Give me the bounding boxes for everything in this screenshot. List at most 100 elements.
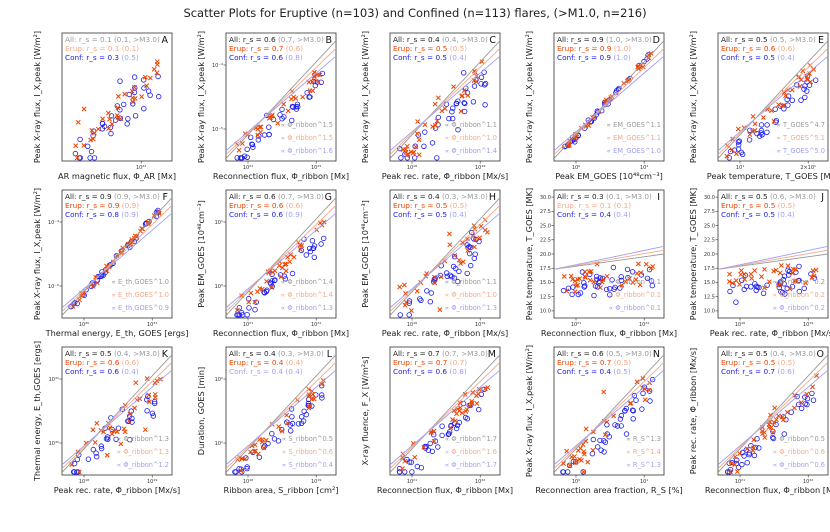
erup-point bbox=[646, 387, 652, 393]
conf-point bbox=[597, 437, 603, 444]
conf-point bbox=[412, 155, 418, 161]
conf-point bbox=[738, 149, 744, 156]
erup-point bbox=[451, 84, 457, 90]
panel-K: ∝ Φ̇_ribbon^1.3 ∝ Φ̇_ribbon^1.3 ∝ Φ̇_ribbo… bbox=[32, 341, 180, 495]
x-axis-label: AR magnetic flux, Φ_AR [Mx] bbox=[58, 171, 176, 181]
fit-label: ∝ EM_GOES^1.1 bbox=[606, 121, 661, 129]
conf-point bbox=[398, 155, 404, 161]
conf-point bbox=[113, 436, 119, 442]
panel-M: ∝ Φ_ribbon^1.7 ∝ Φ_ribbon^1.6 ∝ Φ_ribbon^1… bbox=[360, 346, 513, 495]
conf-point bbox=[454, 422, 461, 428]
erup-point bbox=[634, 379, 640, 385]
erup-point bbox=[752, 127, 758, 133]
conf-point bbox=[802, 94, 808, 101]
conf-point bbox=[610, 264, 617, 271]
fit-line bbox=[62, 212, 172, 309]
stat-label: All: r_s = 0.1 (0.1, >M3.0) bbox=[65, 35, 160, 44]
erup-point bbox=[321, 219, 327, 225]
erup-point bbox=[137, 396, 143, 402]
erup-point bbox=[442, 106, 448, 111]
erup-point bbox=[432, 122, 438, 128]
x-tick-label: 10³⁰ bbox=[79, 322, 89, 328]
erup-point bbox=[452, 253, 458, 258]
conf-point bbox=[310, 245, 316, 251]
erup-point bbox=[306, 392, 312, 397]
conf-point bbox=[305, 400, 312, 407]
stat-label: Erup: r_s = 0.5 (0.5) bbox=[393, 201, 467, 210]
erup-point bbox=[761, 429, 767, 435]
conf-point bbox=[311, 254, 317, 260]
stat-label: All: r_s = 0.7 (0.7, >M3.0) bbox=[393, 349, 488, 358]
fit-label: ∝ R_S^1.3 bbox=[626, 435, 661, 443]
erup-point bbox=[778, 263, 784, 268]
erup-point bbox=[766, 422, 772, 428]
erup-point bbox=[76, 469, 82, 475]
conf-point bbox=[746, 137, 753, 143]
conf-point bbox=[275, 438, 282, 444]
y-tick-label: 10⁻⁵ bbox=[212, 127, 223, 133]
panel-H: ∝ Φ̇_ribbon^1.1 ∝ Φ̇_ribbon^1.0 ∝ Φ̇_ribbo… bbox=[360, 189, 508, 338]
fit-line bbox=[718, 245, 828, 270]
x-tick-label: 10²¹ bbox=[243, 322, 253, 328]
conf-point bbox=[476, 406, 482, 413]
conf-point bbox=[241, 153, 248, 159]
y-axis-label: X-ray fluence, F_X [W/m²s] bbox=[360, 356, 370, 465]
x-tick-label: 10¹⁹ bbox=[311, 479, 321, 485]
erup-point bbox=[578, 458, 584, 463]
conf-point bbox=[271, 277, 278, 284]
y-tick-label: 30.0 bbox=[540, 195, 551, 201]
erup-point bbox=[805, 77, 811, 83]
conf-point bbox=[471, 255, 477, 262]
erup-point bbox=[257, 286, 263, 292]
erup-point bbox=[447, 242, 453, 248]
fit-label: ∝ Φ_ribbon^1.4 bbox=[281, 291, 333, 299]
y-tick-label: 27.5 bbox=[704, 209, 715, 215]
erup-point bbox=[416, 137, 422, 143]
erup-point bbox=[601, 389, 607, 395]
erup-point bbox=[473, 393, 479, 399]
erup-point bbox=[744, 446, 750, 452]
conf-point bbox=[279, 106, 285, 113]
y-tick-label: 22.5 bbox=[704, 238, 715, 244]
y-tick-label: 15.0 bbox=[704, 280, 715, 286]
erup-point bbox=[813, 267, 819, 273]
conf-point bbox=[569, 291, 575, 298]
stat-label: Conf: r_s = 0.5 (0.4) bbox=[393, 210, 467, 219]
conf-point bbox=[796, 401, 802, 408]
stat-label: Erup: r_s = 0.4 (0.4) bbox=[229, 358, 303, 367]
conf-point bbox=[117, 78, 123, 84]
stat-label: Conf: r_s = 0.5 (0.4) bbox=[393, 53, 467, 62]
conf-point bbox=[804, 396, 811, 402]
conf-point bbox=[117, 107, 123, 113]
conf-point bbox=[631, 392, 638, 399]
fit-line bbox=[718, 362, 828, 469]
conf-point bbox=[236, 466, 242, 472]
conf-point bbox=[244, 154, 250, 160]
conf-point bbox=[113, 253, 120, 259]
fit-label: ∝ T_GOES^5.0 bbox=[776, 147, 825, 155]
erup-point bbox=[90, 427, 96, 433]
fit-label: ∝ Φ_ribbon^0.5 bbox=[773, 435, 825, 443]
conf-point bbox=[462, 100, 468, 107]
conf-point bbox=[303, 411, 310, 418]
erup-point bbox=[412, 454, 418, 460]
erup-point bbox=[107, 425, 113, 431]
conf-point bbox=[117, 115, 123, 121]
erup-point bbox=[458, 261, 464, 266]
erup-point bbox=[457, 400, 463, 406]
fit-label: ∝ E_th,GOES^1.0 bbox=[111, 291, 169, 299]
erup-point bbox=[734, 469, 740, 475]
conf-point bbox=[581, 284, 587, 290]
erup-point bbox=[452, 418, 458, 424]
conf-point bbox=[408, 459, 414, 465]
conf-point bbox=[573, 459, 579, 465]
erup-point bbox=[597, 285, 603, 291]
y-axis-label: Peak X-ray flux, I_X,peak [W/m²] bbox=[32, 188, 42, 320]
conf-point bbox=[304, 89, 310, 96]
panel-letter: A bbox=[162, 35, 169, 46]
erup-point bbox=[482, 386, 488, 392]
x-tick-label: 10¹⁹ bbox=[475, 322, 485, 328]
erup-point bbox=[315, 79, 321, 85]
fit-label: ∝ Φ_ribbon^1.3 bbox=[281, 304, 333, 312]
erup-point bbox=[287, 259, 293, 265]
